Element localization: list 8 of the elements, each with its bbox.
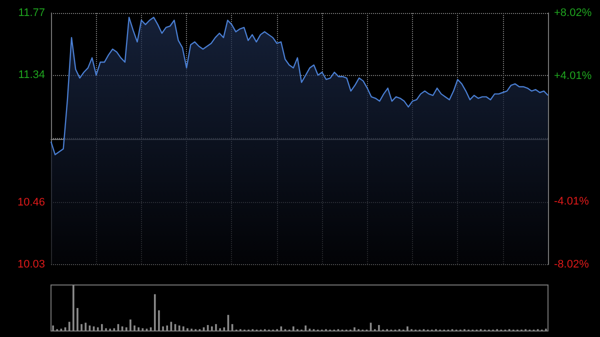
y-tick-label: 11.34 [18, 69, 45, 82]
y2-tick-label: +4.01% [554, 70, 592, 82]
y2-tick-label: -4.01% [554, 196, 590, 208]
y-tick-label: 10.03 [17, 258, 45, 270]
y-tick-label: 10.46 [17, 196, 45, 208]
y-tick-label: 11.77 [18, 7, 45, 19]
y2-tick-label: +8.02% [554, 7, 592, 19]
y2-tick-label: -8.02% [554, 258, 590, 270]
